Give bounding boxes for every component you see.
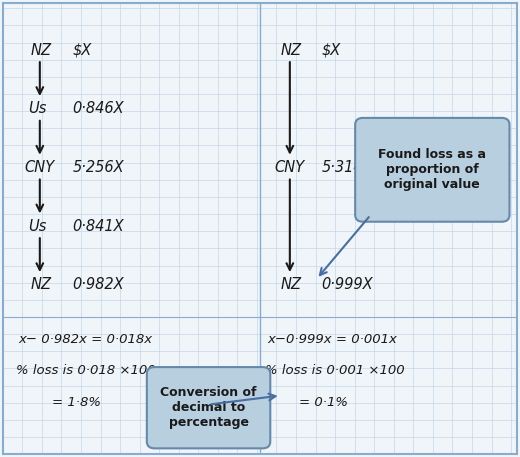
- Text: Us: Us: [29, 101, 47, 117]
- Text: Us: Us: [29, 219, 47, 234]
- Text: $X: $X: [72, 43, 92, 58]
- Text: Conversion of
decimal to
percentage: Conversion of decimal to percentage: [160, 386, 257, 429]
- Text: 0·846X: 0·846X: [72, 101, 124, 117]
- Text: = 1·8%: = 1·8%: [51, 396, 101, 409]
- Text: NZ: NZ: [31, 277, 52, 292]
- FancyBboxPatch shape: [355, 118, 510, 222]
- Text: NZ: NZ: [281, 277, 302, 292]
- Text: 5·314X: 5·314X: [322, 160, 373, 175]
- Text: 0·841X: 0·841X: [72, 219, 124, 234]
- Text: NZ: NZ: [281, 43, 302, 58]
- Text: Found loss as a
proportion of
original value: Found loss as a proportion of original v…: [379, 149, 486, 191]
- Text: $X: $X: [322, 43, 341, 58]
- Text: = 0·1%: = 0·1%: [298, 396, 347, 409]
- Text: 0·999X: 0·999X: [322, 277, 373, 292]
- Text: NZ: NZ: [31, 43, 52, 58]
- Text: CNY: CNY: [275, 160, 305, 175]
- Text: CNY: CNY: [24, 160, 55, 175]
- Text: x−0·999x = 0·001x: x−0·999x = 0·001x: [268, 333, 398, 345]
- Text: % loss is 0·001 ×100: % loss is 0·001 ×100: [265, 364, 405, 377]
- Text: x− 0·982x = 0·018x: x− 0·982x = 0·018x: [18, 333, 152, 345]
- FancyBboxPatch shape: [147, 367, 270, 448]
- Text: 5·256X: 5·256X: [72, 160, 124, 175]
- Text: % loss is 0·018 ×100: % loss is 0·018 ×100: [16, 364, 155, 377]
- Text: 0·982X: 0·982X: [72, 277, 124, 292]
